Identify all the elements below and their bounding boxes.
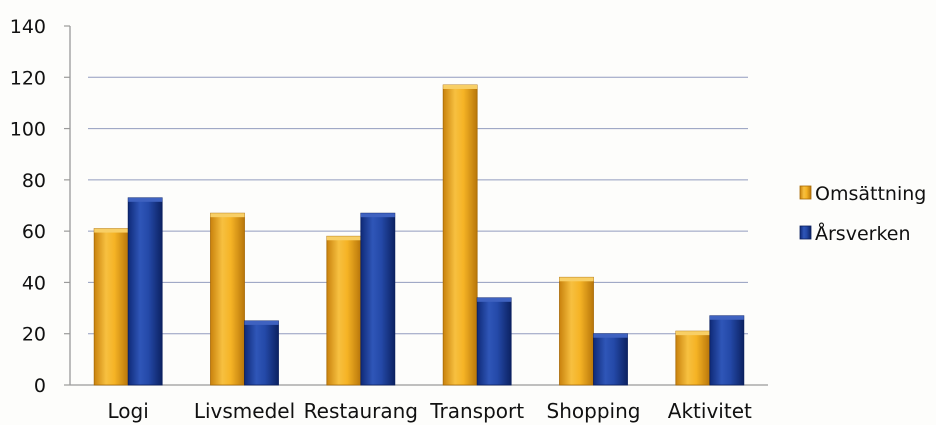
bar-rect [593, 333, 628, 386]
bar-cap [326, 236, 361, 241]
legend-swatch [799, 185, 812, 200]
legend-item: Årsverken [799, 222, 911, 245]
bar-cap [709, 315, 744, 320]
gridlines [88, 76, 748, 335]
x-category-label: Aktivitet [668, 399, 752, 423]
bar-rect [127, 197, 163, 386]
bar-rect [675, 330, 711, 386]
bar-rect [360, 212, 396, 386]
bar [93, 228, 129, 386]
y-tick-label: 120 [10, 67, 46, 89]
bar-rect [442, 84, 478, 386]
bar-rect [559, 276, 594, 386]
y-axis-tick-labels: 0 20 40 60 80 100 120 140 [10, 16, 70, 397]
x-category-label: Shopping [547, 399, 641, 423]
x-axis-category-labels: Logi Livsmedel Restaurang Transport Shopping… [108, 399, 752, 423]
y-tick-label: 100 [10, 119, 46, 141]
bar-rect [476, 297, 512, 386]
y-tick-label: 80 [22, 170, 46, 192]
bar-cap [477, 297, 512, 302]
bar-cap [443, 84, 478, 89]
y-tick-label: 40 [22, 272, 46, 294]
bar [709, 315, 745, 386]
bar-cap [559, 277, 594, 282]
bar-cap [128, 197, 163, 202]
bar [127, 197, 163, 386]
x-category-label: Livsmedel [194, 399, 295, 423]
bar-cap [210, 213, 245, 218]
y-tick-label: 60 [22, 221, 46, 243]
bar [326, 235, 362, 386]
bar [210, 212, 245, 386]
bar [675, 330, 711, 386]
y-tick-label: 140 [10, 16, 46, 38]
legend-label: Omsättning [815, 183, 926, 205]
bar [559, 276, 594, 386]
legend-item: Omsättning [799, 183, 926, 205]
legend-swatch [799, 225, 812, 240]
legend-label: Årsverken [815, 222, 911, 245]
x-category-label: Logi [108, 399, 149, 423]
y-tick-label: 0 [34, 375, 46, 397]
bar-cap [593, 333, 628, 338]
bar [476, 297, 512, 386]
bar-cap [244, 320, 279, 325]
bar [593, 333, 628, 386]
bar [442, 84, 478, 386]
bar-cap [360, 213, 395, 218]
bar-rect [709, 315, 745, 386]
legend: Omsättning Årsverken [799, 183, 926, 245]
bars [93, 84, 745, 386]
x-category-label: Transport [429, 399, 524, 423]
x-category-label: Restaurang [304, 399, 418, 423]
bar-rect [244, 320, 279, 386]
bar [360, 212, 396, 386]
bar [244, 320, 279, 386]
bar-rect [93, 228, 129, 386]
axes [69, 26, 768, 386]
bar-rect [326, 235, 362, 386]
y-tick-label: 20 [22, 324, 46, 346]
bar-cap [675, 331, 710, 336]
bar-cap [94, 228, 129, 233]
bar-rect [210, 212, 245, 386]
